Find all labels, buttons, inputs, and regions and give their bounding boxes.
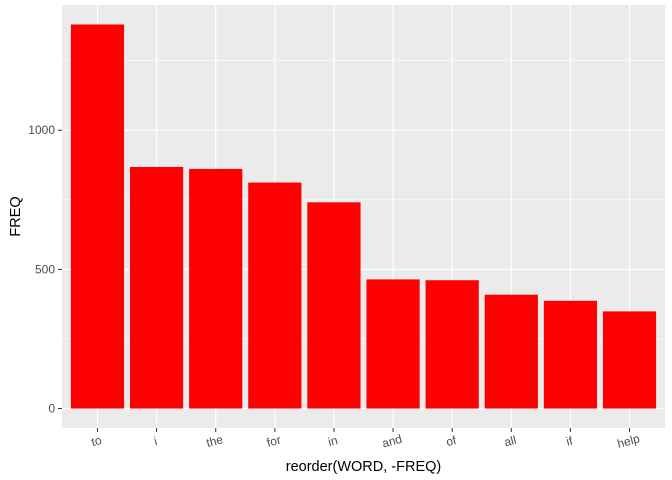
x-tick-label: for xyxy=(265,433,282,450)
x-tick-label: i xyxy=(152,434,158,448)
bar-and xyxy=(366,279,420,409)
bar-i xyxy=(129,166,184,409)
bars-group xyxy=(70,24,657,409)
y-axis-ticks: 0 500 1000 xyxy=(28,123,62,416)
bar-the xyxy=(189,168,243,409)
bar-for xyxy=(248,182,302,409)
bar-help xyxy=(602,311,657,409)
x-tick-label: all xyxy=(503,433,518,450)
x-tick-label: in xyxy=(327,433,340,449)
x-tick-label: of xyxy=(444,433,458,449)
y-tick-label: 1000 xyxy=(28,123,55,137)
x-axis-title: reorder(WORD, -FREQ) xyxy=(286,459,441,475)
bar-in xyxy=(307,202,361,409)
y-tick-label: 500 xyxy=(35,262,55,276)
x-tick-label: if xyxy=(565,433,575,448)
bar-to xyxy=(70,24,125,409)
bar-of xyxy=(425,280,479,409)
bar-if xyxy=(543,300,598,409)
x-tick-label: and xyxy=(381,432,404,451)
y-axis-title: FREQ xyxy=(8,196,24,236)
x-tick-label: to xyxy=(90,433,104,449)
bar-all xyxy=(484,294,538,409)
x-tick-label: the xyxy=(205,432,225,450)
x-axis-ticks: to i the for in and of all if help xyxy=(90,428,642,451)
y-tick-label: 0 xyxy=(48,402,55,416)
x-tick-label: help xyxy=(616,431,642,450)
